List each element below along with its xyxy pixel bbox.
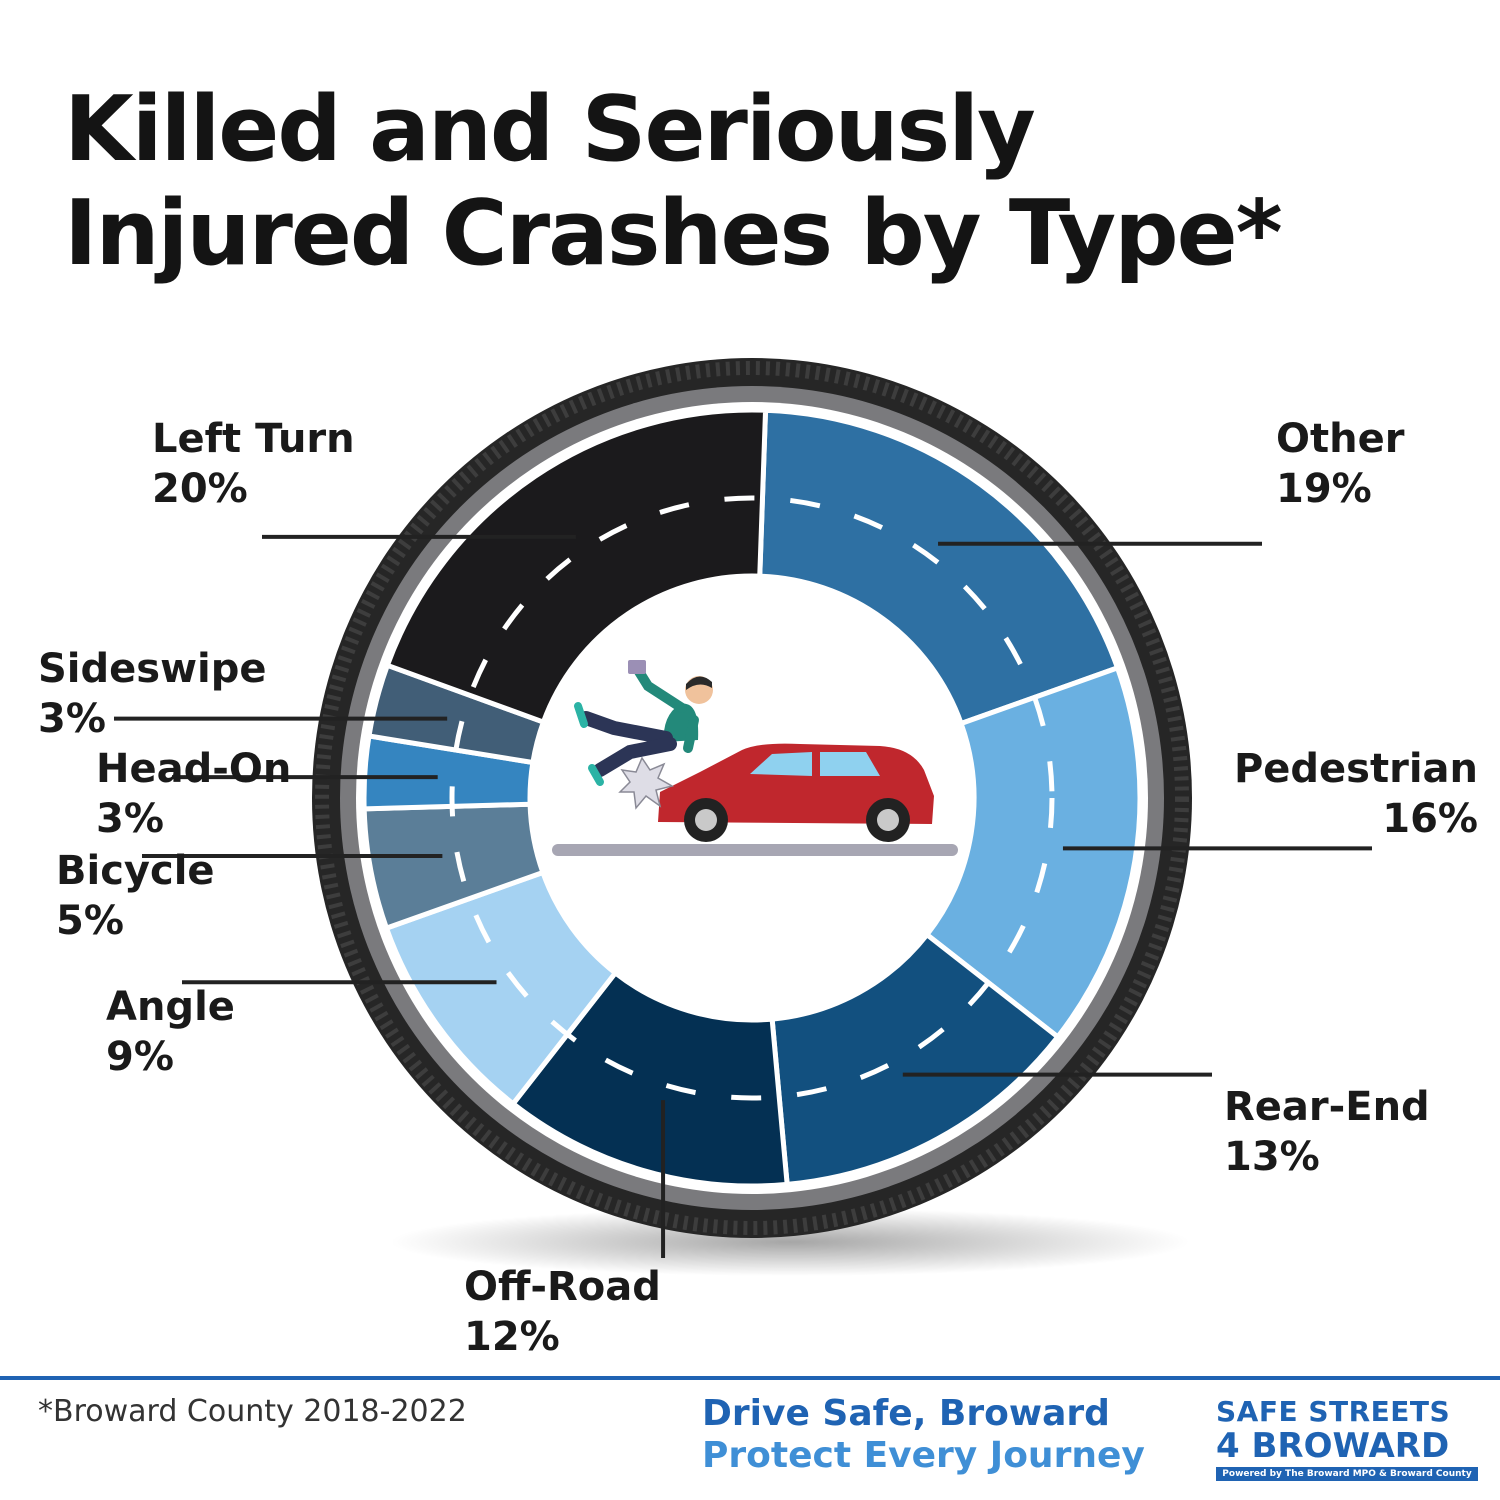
label-head-on-value: 3% (96, 796, 164, 842)
title-line-1: Killed and Seriously (64, 77, 1036, 182)
label-angle: Angle 9% (106, 982, 235, 1082)
pedestrian-leg-lower (593, 737, 677, 777)
label-head-on: Head-On 3% (96, 744, 291, 844)
slogan-line-2: Protect Every Journey (702, 1435, 1145, 1476)
title-line-2: Injured Crashes by Type* (64, 181, 1283, 286)
pedestrian-leg-upper (579, 711, 673, 745)
logo-tagline: Powered by The Broward MPO & Broward Cou… (1216, 1467, 1478, 1481)
chart-title: Killed and Seriously Injured Crashes by … (64, 77, 1283, 286)
label-other-name: Other (1276, 416, 1405, 462)
slogan: Drive Safe, Broward Protect Every Journe… (702, 1393, 1145, 1477)
label-sideswipe-name: Sideswipe (38, 646, 267, 692)
label-left-turn: Left Turn 20% (152, 414, 355, 514)
label-sideswipe: Sideswipe 3% (38, 644, 267, 744)
pedestrian-phone (628, 660, 646, 674)
label-bicycle-name: Bicycle (56, 848, 215, 894)
label-sideswipe-value: 3% (38, 696, 106, 742)
tire-tread (315, 361, 1189, 1235)
label-off-road-name: Off-Road (464, 1264, 661, 1310)
label-angle-name: Angle (106, 984, 235, 1030)
label-rear-end: Rear-End 13% (1224, 1082, 1430, 1182)
label-pedestrian: Pedestrian 16% (1222, 744, 1478, 844)
label-angle-value: 9% (106, 1034, 174, 1080)
slice-pedestrian (923, 664, 1143, 1041)
tire-shadow (390, 1208, 1190, 1276)
road-line (552, 844, 958, 856)
impact-burst (618, 756, 674, 810)
footnote: *Broward County 2018-2022 (38, 1394, 467, 1429)
label-rear-end-value: 13% (1224, 1134, 1320, 1180)
logo-line-1: SAFE STREETS (1216, 1395, 1451, 1428)
label-pedestrian-name: Pedestrian (1233, 746, 1478, 792)
lane-dash-ring (449, 495, 1055, 1101)
label-left-turn-name: Left Turn (152, 416, 355, 462)
label-off-road-value: 12% (464, 1314, 560, 1360)
label-pedestrian-value: 16% (1382, 796, 1478, 842)
slogan-line-1: Drive Safe, Broward (702, 1393, 1110, 1434)
lane-dashes (449, 495, 1055, 1101)
logo-line-2: 4 BROWARD (1216, 1426, 1450, 1466)
label-bicycle-value: 5% (56, 898, 124, 944)
leader-lines (114, 534, 1372, 1258)
footer-divider (0, 1376, 1500, 1380)
slices (361, 407, 1143, 1189)
donut-chart (114, 358, 1372, 1276)
car-window-front (750, 752, 812, 776)
label-other: Other 19% (1276, 414, 1404, 514)
safe-streets-logo: SAFE STREETS 4 BROWARD Powered by The Br… (1216, 1396, 1478, 1481)
car-window-rear (820, 752, 880, 776)
label-head-on-name: Head-On (96, 746, 292, 792)
label-other-value: 19% (1276, 466, 1372, 512)
label-left-turn-value: 20% (152, 466, 248, 512)
pedestrian-struck-by-car-icon (552, 660, 958, 856)
label-rear-end-name: Rear-End (1224, 1084, 1430, 1130)
label-bicycle: Bicycle 5% (56, 846, 215, 946)
label-off-road: Off-Road 12% (464, 1262, 661, 1362)
